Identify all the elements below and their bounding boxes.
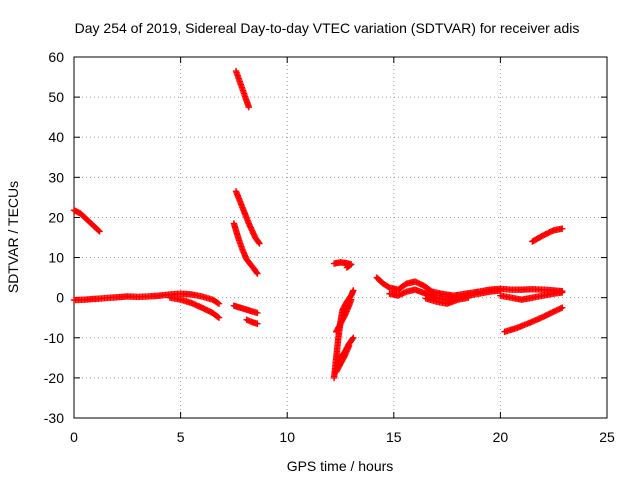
x-tick-label: 0 <box>70 429 78 445</box>
data-point <box>350 287 357 294</box>
x-tick-label: 10 <box>279 429 295 445</box>
data-point <box>559 225 566 232</box>
data-point <box>559 304 566 311</box>
data-point <box>465 294 472 301</box>
series-s11 <box>333 342 353 376</box>
data-point <box>95 227 102 234</box>
series-s7 <box>230 302 261 317</box>
y-tick-label: 50 <box>48 89 64 105</box>
series-s5 <box>232 188 263 247</box>
data-point <box>215 300 223 307</box>
data-point <box>349 335 356 343</box>
series-s17 <box>497 289 566 303</box>
data-point <box>254 320 261 327</box>
y-tick-label: 60 <box>48 49 64 65</box>
data-point <box>254 270 261 277</box>
data-point <box>214 313 222 321</box>
series-s13 <box>330 259 355 271</box>
y-tick-label: 20 <box>48 209 64 225</box>
series-s1 <box>70 207 103 235</box>
x-tick-label: 5 <box>177 429 185 445</box>
y-tick-label: 0 <box>56 290 64 306</box>
x-tick-label: 15 <box>386 429 402 445</box>
data-point <box>343 264 351 271</box>
x-axis-label: GPS time / hours <box>287 458 394 474</box>
data-point <box>215 314 223 321</box>
series-s8 <box>243 316 261 327</box>
series-s2 <box>70 290 223 307</box>
data-point <box>344 263 352 270</box>
data-point <box>256 240 263 247</box>
data-marks <box>70 67 566 382</box>
series-s18 <box>529 225 566 245</box>
data-point <box>255 239 262 246</box>
series-s3 <box>166 294 223 321</box>
data-point <box>96 228 103 235</box>
plot-frame <box>73 56 608 419</box>
chart-title: Day 254 of 2019, Sidereal Day-to-day VTE… <box>75 20 580 36</box>
series-s16 <box>422 294 472 307</box>
series-s19 <box>501 304 566 335</box>
series-s6 <box>230 220 261 277</box>
y-tick-label: -10 <box>44 330 64 346</box>
data-point <box>254 309 261 317</box>
data-point <box>347 296 355 303</box>
y-tick-label: -30 <box>44 410 64 426</box>
series-s12 <box>333 296 355 335</box>
data-point <box>350 334 357 341</box>
x-tick-label: 20 <box>493 429 509 445</box>
axis-ticks: 0 5 10 15 20 25 -30 -20 -10 0 10 20 30 40 50 60 <box>44 49 615 445</box>
y-tick-label: 40 <box>48 129 64 145</box>
data-point <box>253 269 260 276</box>
y-axis-label: SDTVAR / TECUs <box>5 181 21 293</box>
series-s4 <box>232 67 253 111</box>
data-point <box>245 103 253 111</box>
data-point <box>214 299 221 307</box>
y-tick-label: -20 <box>44 370 64 386</box>
y-tick-label: 10 <box>48 250 64 266</box>
data-point <box>345 342 353 349</box>
x-tick-label: 25 <box>599 429 615 445</box>
data-point <box>559 289 566 296</box>
y-tick-label: 30 <box>48 169 64 185</box>
